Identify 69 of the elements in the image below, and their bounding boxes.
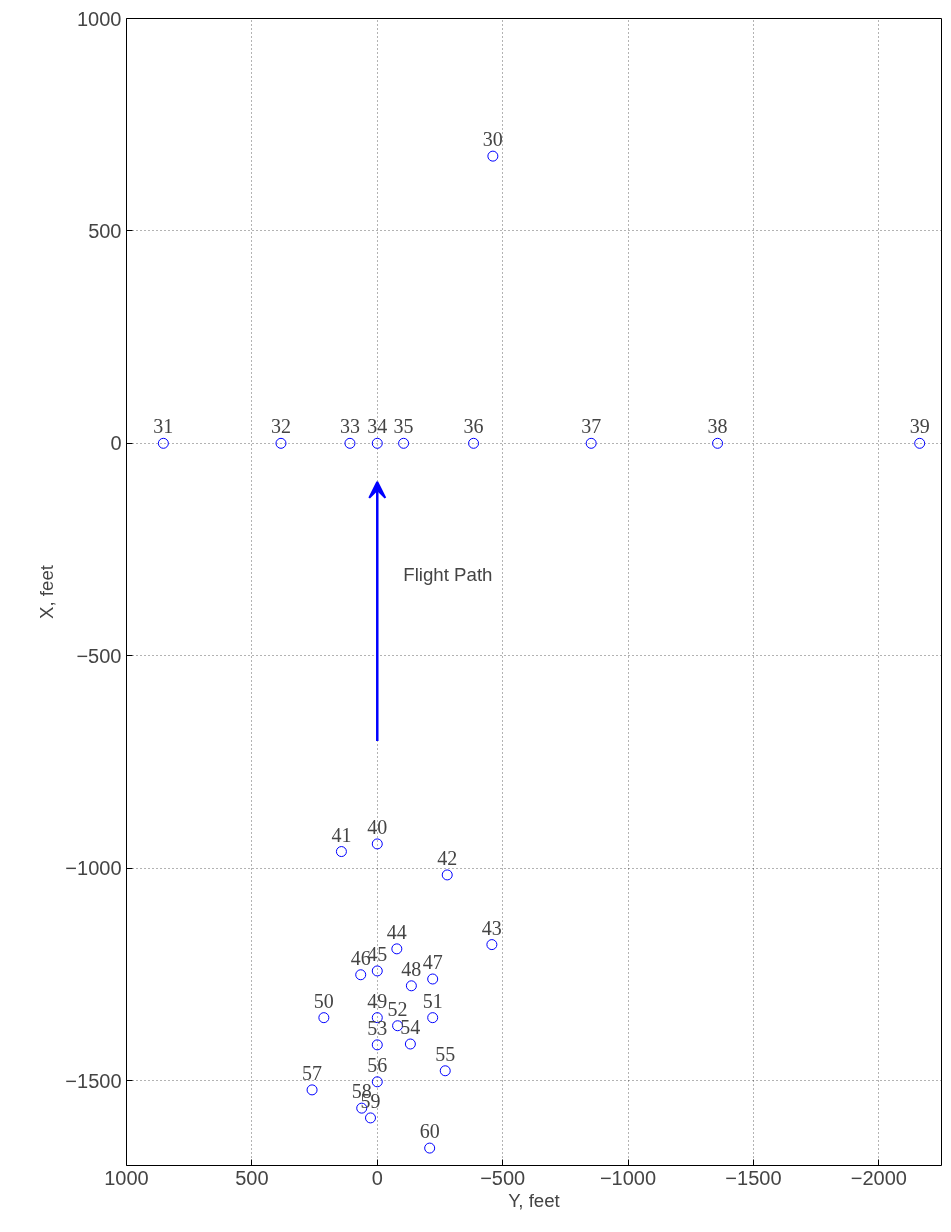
- x-tick-label: −2000: [850, 1166, 907, 1189]
- annotation: Flight Path: [403, 564, 493, 586]
- point: [404, 1038, 416, 1050]
- x-tick-label: 1000: [104, 1166, 149, 1189]
- annotation: 57: [302, 1061, 323, 1084]
- point: [585, 437, 597, 449]
- annotation: 50: [313, 989, 334, 1012]
- y-tick-label: −500: [76, 644, 122, 667]
- point: [486, 939, 498, 951]
- point: [306, 1084, 318, 1096]
- annotation: 34: [367, 415, 388, 438]
- annotation: 33: [339, 415, 360, 438]
- point: [318, 1012, 330, 1024]
- annotation: 35: [393, 415, 414, 438]
- point: [371, 1039, 383, 1051]
- y-tick-label: 1000: [77, 7, 122, 30]
- point: [344, 437, 356, 449]
- point: [398, 437, 410, 449]
- point: [427, 973, 439, 985]
- annotation: 51: [422, 989, 443, 1012]
- point: [712, 437, 724, 449]
- annotation: 56: [367, 1053, 388, 1076]
- annotation: 55: [435, 1042, 456, 1065]
- point: [371, 1076, 383, 1088]
- annotation: 49: [367, 989, 388, 1012]
- point: [914, 437, 926, 449]
- annotation: 32: [270, 415, 291, 438]
- x-tick-label: −500: [480, 1166, 526, 1189]
- annotation: 41: [331, 823, 352, 846]
- annotation: 37: [581, 415, 602, 438]
- point: [371, 437, 383, 449]
- y-tick-label: 0: [110, 432, 122, 455]
- point: [335, 846, 347, 858]
- point: [371, 965, 383, 977]
- annotation: 36: [463, 415, 484, 438]
- point: [371, 838, 383, 850]
- annotation: 30: [482, 128, 503, 151]
- y-axis-title: X, feet: [36, 564, 58, 619]
- annotation: 38: [707, 415, 728, 438]
- x-tick-label: 0: [371, 1166, 383, 1189]
- point: [468, 437, 480, 449]
- point: [441, 869, 453, 881]
- y-tick-label: −1000: [65, 857, 122, 880]
- annotation: 43: [481, 916, 502, 939]
- point: [355, 969, 367, 981]
- x-axis-title: Y, feet: [508, 1189, 561, 1211]
- annotation: 44: [386, 920, 407, 943]
- annotation: 40: [367, 815, 388, 838]
- point: [439, 1065, 451, 1077]
- annotation: 48: [401, 957, 422, 980]
- point: [487, 150, 499, 162]
- annotation: 31: [153, 415, 174, 438]
- point: [424, 1142, 436, 1154]
- annotation: 47: [422, 951, 443, 974]
- point: [157, 437, 169, 449]
- point: [405, 980, 417, 992]
- y-tick-label: 500: [88, 219, 122, 242]
- point: [365, 1112, 376, 1124]
- x-tick-label: −1000: [599, 1166, 657, 1189]
- annotation: 42: [437, 846, 458, 869]
- x-tick-label: 500: [235, 1166, 269, 1189]
- annotation: 53: [367, 1016, 388, 1039]
- x-tick-label: −1500: [725, 1166, 782, 1189]
- point: [427, 1012, 439, 1024]
- annotation: 60: [419, 1120, 440, 1143]
- point: [391, 943, 403, 955]
- point: [275, 437, 287, 449]
- y-tick-label: −1500: [65, 1069, 122, 1092]
- annotation: 39: [909, 415, 930, 438]
